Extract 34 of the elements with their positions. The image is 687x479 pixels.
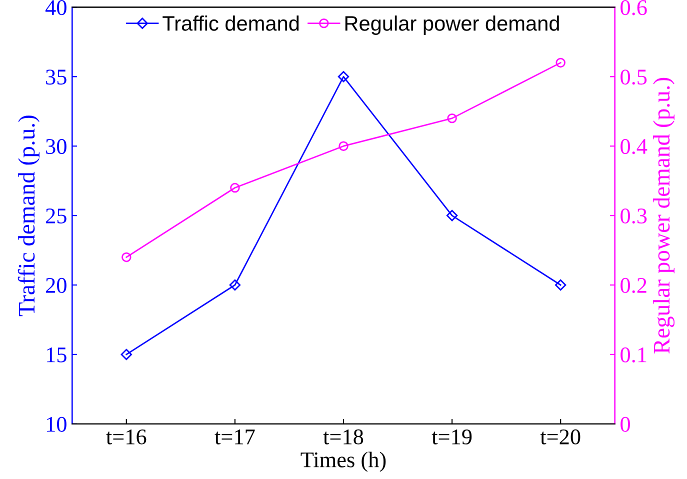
point: [120, 348, 132, 360]
x-tick-label: t=20: [540, 429, 580, 444]
y-tick-label: 40: [45, 0, 66, 16]
legend-label: Traffic demand: [162, 16, 299, 31]
point: [446, 210, 458, 222]
point: [122, 252, 132, 262]
point: [338, 71, 350, 82]
y-tick-label: 20: [46, 278, 66, 293]
point: [338, 141, 348, 151]
point: [556, 58, 566, 68]
point: [229, 279, 241, 291]
x-tick-label: t=18: [323, 429, 364, 444]
y2-tick-label: 0: [620, 416, 630, 432]
y-axis-title: Traffic demand (p.u.): [18, 116, 40, 316]
point: [554, 279, 566, 291]
y2-tick-label: 0.6: [620, 0, 647, 16]
y2-tick-label: 0.4: [620, 139, 648, 154]
y-tick-label: 15: [47, 348, 66, 362]
y2-tick-label: 0.1: [620, 347, 646, 362]
y2-tick-label: 0.2: [620, 278, 646, 294]
y-tick-label: 35: [46, 70, 66, 85]
y-tick-label: 10: [47, 416, 66, 432]
x-tick-label: t=19: [432, 429, 472, 444]
point: [447, 113, 457, 124]
y2-tick-label: 0.3: [620, 208, 647, 224]
y2-tick-label: 0.5: [620, 70, 647, 85]
y-tick-label: 30: [46, 139, 66, 154]
x-tick-label: t=17: [214, 430, 255, 444]
y-tick-label: 25: [46, 208, 66, 224]
legend-label: Regular power demand: [345, 16, 559, 35]
point: [230, 182, 240, 193]
x-tick-label: t=16: [106, 429, 146, 444]
y2-axis-title: Regular power demand (p.u.): [653, 78, 675, 354]
x-axis-title: Times (h): [300, 452, 386, 472]
